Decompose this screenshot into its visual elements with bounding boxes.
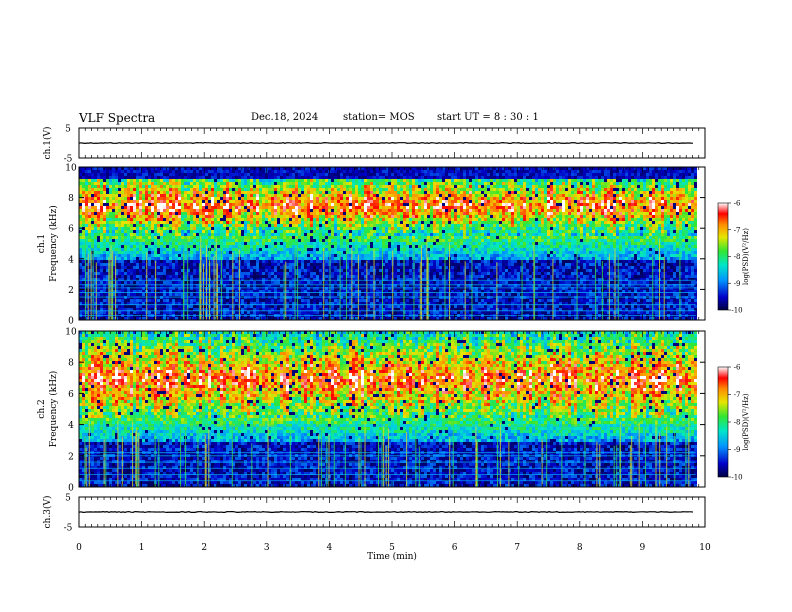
colorbar-label: log(PSD)(V²/Hz) [742,393,750,450]
colorbar: -6 -7 -8 -9 -10 log(PSD)(V²/Hz) [717,200,750,315]
y-tick-label: 8 [68,194,74,204]
y-tick-label: 10 [65,164,77,174]
y-axis-label: ch.3(V) [42,496,53,529]
y-tick-label: 10 [65,328,77,338]
chart-title: VLF Spectra [79,111,155,125]
y-tick-label: 8 [68,359,74,369]
colorbar-tick-label: -6 [734,200,741,208]
x-axis: 0 1 2 3 4 5 6 7 8 9 10 Time (min) [76,543,711,562]
x-tick-label: 4 [327,543,333,553]
colorbar-tick-label: -6 [734,364,741,372]
colorbar-tick-label: -10 [731,474,742,482]
y-axis-channel-label: ch.1 [37,234,47,253]
colorbar-tick-label: -9 [734,280,741,288]
y-tick-label: -5 [64,155,73,165]
x-tick-label: 2 [201,543,207,553]
y-tick-label: 6 [68,390,74,400]
x-tick-label: 0 [76,543,82,553]
colorbar-tick-label: -8 [734,419,741,427]
y-tick-label: 4 [68,255,74,265]
colorbar: -6 -7 -8 -9 -10 log(PSD)(V²/Hz) [717,364,750,482]
colorbar-gradient [717,366,729,478]
panel-2: 0 2 4 6 8 10 ch.1 Frequency (kHz) -6 -7 -8 -9 -10 log… [37,164,750,327]
x-axis-label: Time (min) [367,551,417,562]
spectrogram-ch2 [79,331,697,487]
y-tick-label: 5 [65,494,71,504]
colorbar-label: log(PSD)(V²/Hz) [742,228,750,285]
station-label: station= MOS [343,112,415,123]
colorbar-tick-label: -9 [734,446,741,454]
start-time-label: start UT = 8 : 30 : 1 [437,112,539,123]
y-axis-label: Frequency (kHz) [48,205,59,282]
x-tick-label: 6 [452,543,458,553]
date-label: Dec.18, 2024 [251,112,318,123]
x-tick-label: 5 [389,543,395,553]
x-tick-label: 8 [577,543,583,553]
x-tick-label: 7 [514,543,520,553]
colorbar-tick-label: -7 [734,391,741,399]
panel-1: 5 -5 ch.1(V) [42,125,706,165]
y-axis-label: ch.1(V) [42,127,53,160]
y-tick-label: 4 [68,421,74,431]
x-tick-label: 3 [264,543,270,553]
x-tick-label: 9 [640,543,646,553]
y-axis-label: Frequency (kHz) [48,371,59,448]
panel-3: 0 2 4 6 8 10 ch.2 Frequency (kHz) -6 -7 -8 -9 -10 log… [37,328,750,494]
colorbar-tick-label: -10 [731,307,742,315]
y-axis-channel-label: ch.2 [37,399,47,418]
colorbar-gradient [717,202,729,311]
y-tick-label: 0 [68,484,74,494]
waveform-trace [78,510,694,514]
y-tick-label: -5 [64,524,73,534]
panel-4: 5 -5 ch.3(V) [42,494,706,534]
spectrogram-ch1 [79,167,697,320]
y-tick-label: 0 [68,317,74,327]
colorbar-tick-label: -8 [734,253,741,261]
y-tick-label: 2 [68,286,74,296]
y-tick-label: 2 [68,452,74,462]
colorbar-tick-label: -7 [734,226,741,234]
y-tick-label: 5 [65,125,71,135]
x-tick-label: 1 [139,543,145,553]
y-tick-label: 6 [68,225,74,235]
x-tick-label: 10 [699,543,711,553]
waveform-trace [78,141,694,145]
